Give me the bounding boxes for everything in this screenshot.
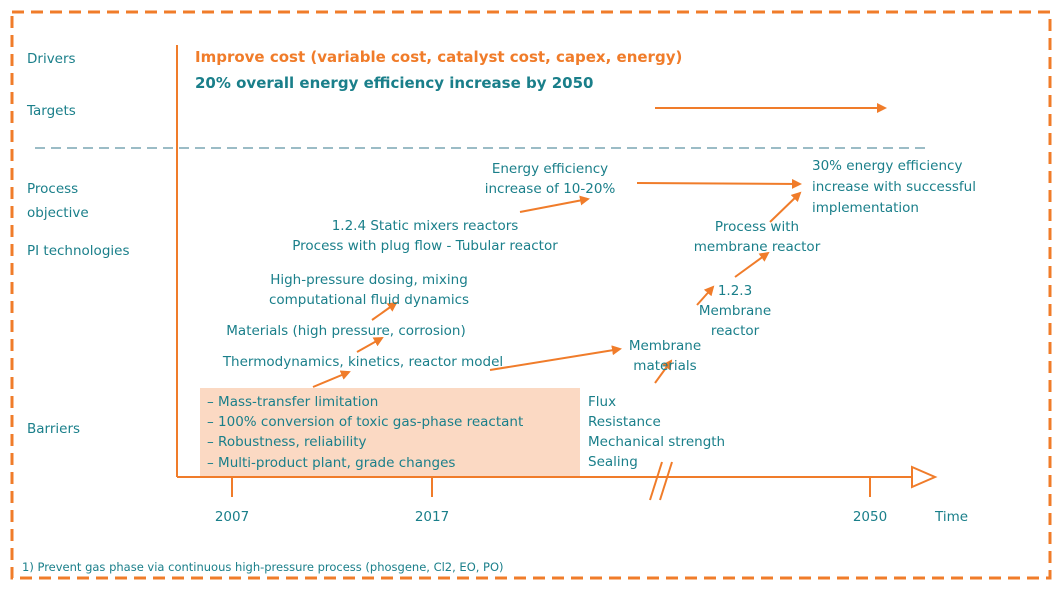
- technology: 1.2.3: [718, 283, 752, 299]
- arrows: [312, 103, 887, 388]
- barrier: Resistance: [588, 414, 661, 430]
- row-label: Process: [27, 181, 78, 197]
- tick-label: 2017: [415, 509, 449, 525]
- barrier: – Multi-product plant, grade changes: [207, 455, 455, 471]
- barrier: – 100% conversion of toxic gas-phase rea…: [207, 414, 523, 430]
- border: [10, 10, 1052, 580]
- objective: Energy efficiency: [492, 161, 608, 177]
- technology: Process with plug flow - Tubular reactor: [292, 238, 558, 254]
- technology: 1.2.4 Static mixers reactors: [332, 218, 519, 234]
- technology: Materials (high pressure, corrosion): [226, 323, 465, 339]
- technology: Process with: [715, 219, 799, 235]
- barrier: Mechanical strength: [588, 434, 725, 450]
- technology: Thermodynamics, kinetics, reactor model: [222, 354, 503, 370]
- technology: Membrane: [629, 338, 701, 354]
- objective: implementation: [812, 200, 919, 216]
- targets-text: 20% overall energy efficiency increase b…: [195, 74, 593, 92]
- technology: High-pressure dosing, mixing: [270, 272, 468, 288]
- barrier: – Robustness, reliability: [207, 434, 366, 450]
- break: [649, 461, 663, 501]
- row-label: objective: [27, 205, 89, 221]
- row-label: Barriers: [27, 421, 80, 437]
- tick-label: 2050: [853, 509, 887, 525]
- barrier: – Mass-transfer limitation: [207, 394, 378, 410]
- barrier-box: [200, 388, 580, 476]
- footnote: 1) Prevent gas phase via continuous high…: [22, 560, 504, 574]
- technology: computational fluid dynamics: [269, 292, 469, 308]
- barrier: Flux: [588, 394, 616, 410]
- objective: increase of 10-20%: [485, 181, 616, 197]
- technology: membrane reactor: [694, 239, 821, 255]
- row-label: Drivers: [27, 51, 76, 67]
- tick-label: 2007: [215, 509, 249, 525]
- break: [659, 461, 673, 501]
- technology: materials: [633, 358, 696, 374]
- row-label: PI technologies: [27, 243, 129, 259]
- objective: increase with successful: [812, 179, 976, 195]
- barrier: Sealing: [588, 454, 638, 470]
- labels: Drivers Targets Process objective PI tec…: [22, 48, 976, 574]
- technology: Membrane: [699, 303, 771, 319]
- row-label: Targets: [26, 103, 76, 119]
- drivers-text: Improve cost (variable cost, catalyst co…: [195, 48, 682, 66]
- axis-label: Time: [934, 509, 968, 525]
- axis-arrow: [911, 465, 938, 489]
- technology: reactor: [711, 323, 760, 339]
- objective: 30% energy efficiency: [812, 158, 962, 174]
